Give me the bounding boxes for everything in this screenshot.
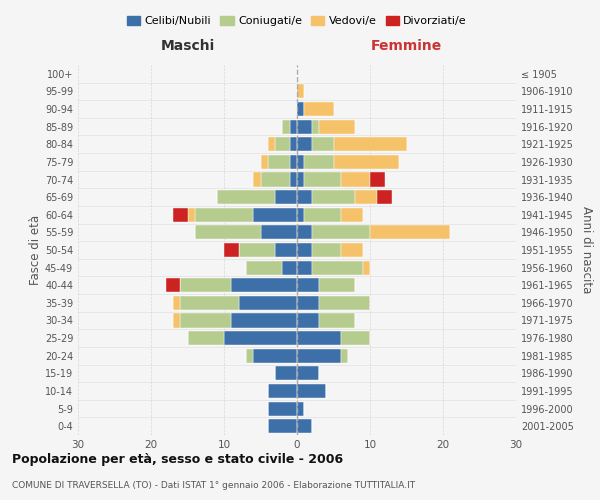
Bar — [297, 419, 311, 433]
Bar — [253, 172, 260, 186]
Bar — [173, 296, 180, 310]
Bar — [341, 243, 362, 257]
Bar — [311, 190, 355, 204]
Bar — [239, 296, 297, 310]
Bar — [180, 278, 232, 292]
Bar — [187, 208, 195, 222]
Bar — [260, 226, 297, 239]
Bar — [370, 226, 450, 239]
Bar — [173, 314, 180, 328]
Bar — [297, 190, 311, 204]
Bar — [187, 331, 224, 345]
Bar — [283, 120, 290, 134]
Bar — [290, 137, 297, 152]
Bar — [224, 243, 239, 257]
Bar — [334, 155, 399, 169]
Bar — [297, 84, 304, 98]
Bar — [297, 296, 319, 310]
Bar — [319, 278, 355, 292]
Text: Maschi: Maschi — [160, 38, 215, 52]
Text: Popolazione per età, sesso e stato civile - 2006: Popolazione per età, sesso e stato civil… — [12, 452, 343, 466]
Bar — [283, 260, 297, 274]
Bar — [297, 348, 341, 363]
Bar — [268, 137, 275, 152]
Bar — [311, 226, 370, 239]
Bar — [275, 366, 297, 380]
Bar — [253, 348, 297, 363]
Bar — [341, 208, 362, 222]
Bar — [297, 120, 311, 134]
Bar — [377, 190, 392, 204]
Bar — [290, 172, 297, 186]
Bar — [239, 243, 275, 257]
Bar — [195, 208, 253, 222]
Bar — [260, 172, 290, 186]
Bar — [268, 419, 297, 433]
Bar — [253, 208, 297, 222]
Bar — [304, 102, 334, 116]
Bar — [319, 314, 355, 328]
Bar — [355, 190, 377, 204]
Bar — [268, 402, 297, 415]
Bar — [297, 260, 311, 274]
Bar — [370, 172, 385, 186]
Bar — [297, 314, 319, 328]
Bar — [290, 155, 297, 169]
Bar — [224, 331, 297, 345]
Bar — [246, 348, 253, 363]
Bar — [275, 137, 290, 152]
Bar — [341, 331, 370, 345]
Bar — [311, 137, 334, 152]
Bar — [232, 314, 297, 328]
Bar — [195, 226, 260, 239]
Bar — [304, 208, 341, 222]
Bar — [341, 348, 348, 363]
Bar — [297, 384, 326, 398]
Bar — [319, 120, 355, 134]
Bar — [268, 384, 297, 398]
Bar — [304, 155, 334, 169]
Bar — [217, 190, 275, 204]
Bar — [362, 260, 370, 274]
Bar — [297, 155, 304, 169]
Bar — [297, 226, 311, 239]
Bar — [297, 102, 304, 116]
Bar — [268, 155, 290, 169]
Bar — [275, 243, 297, 257]
Bar — [311, 260, 363, 274]
Text: COMUNE DI TRAVERSELLA (TO) - Dati ISTAT 1° gennaio 2006 - Elaborazione TUTTITALI: COMUNE DI TRAVERSELLA (TO) - Dati ISTAT … — [12, 481, 415, 490]
Bar — [246, 260, 283, 274]
Bar — [297, 402, 304, 415]
Bar — [334, 137, 407, 152]
Bar — [297, 172, 304, 186]
Bar — [311, 243, 341, 257]
Bar — [311, 120, 319, 134]
Bar — [297, 278, 319, 292]
Bar — [180, 314, 232, 328]
Bar — [297, 366, 319, 380]
Bar — [166, 278, 180, 292]
Bar — [297, 331, 341, 345]
Y-axis label: Anni di nascita: Anni di nascita — [580, 206, 593, 294]
Bar — [319, 296, 370, 310]
Bar — [297, 137, 311, 152]
Bar — [232, 278, 297, 292]
Bar — [304, 172, 341, 186]
Bar — [290, 120, 297, 134]
Text: Femmine: Femmine — [371, 38, 442, 52]
Bar — [173, 208, 187, 222]
Legend: Celibi/Nubili, Coniugati/e, Vedovi/e, Divorziati/e: Celibi/Nubili, Coniugati/e, Vedovi/e, Di… — [122, 12, 472, 30]
Bar — [297, 208, 304, 222]
Bar — [275, 190, 297, 204]
Bar — [341, 172, 370, 186]
Bar — [297, 243, 311, 257]
Bar — [260, 155, 268, 169]
Y-axis label: Fasce di età: Fasce di età — [29, 215, 42, 285]
Bar — [180, 296, 239, 310]
